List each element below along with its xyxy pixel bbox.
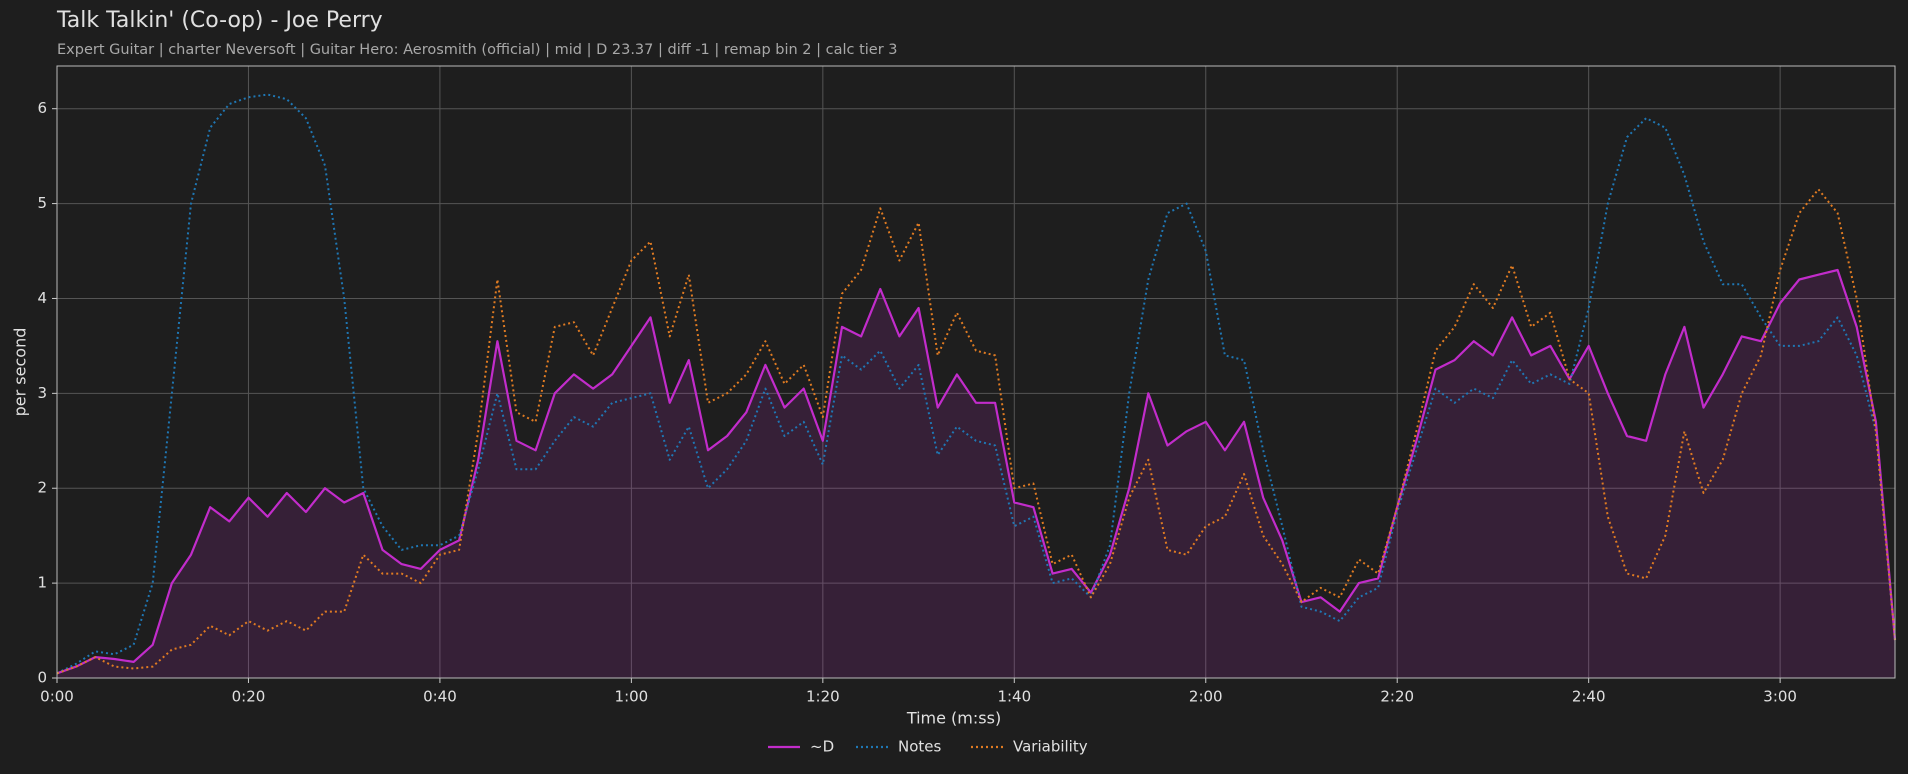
y-tick-label: 0 <box>37 669 47 687</box>
chart-title: Talk Talkin' (Co-op) - Joe Perry <box>56 8 383 33</box>
series-line <box>56 93 1896 675</box>
legend-label: ~D <box>810 738 834 756</box>
x-tick-label: 1:20 <box>806 688 840 706</box>
y-tick-label: 6 <box>37 99 47 117</box>
x-tick-label: 0:20 <box>232 688 266 706</box>
series-line <box>56 188 1896 675</box>
x-tick-label: 3:00 <box>1763 688 1797 706</box>
y-tick-label: 2 <box>37 479 47 497</box>
series-line <box>56 268 1897 675</box>
y-tick-label: 4 <box>37 289 47 307</box>
plot-frame <box>56 65 1896 679</box>
legend-label: Variability <box>1013 738 1088 756</box>
y-tick-label: 3 <box>37 384 47 402</box>
x-tick-label: 2:00 <box>1189 688 1223 706</box>
y-tick-label: 1 <box>37 574 47 592</box>
y-axis-label: per second <box>11 328 30 417</box>
chart-subtitle: Expert Guitar | charter Neversoft | Guit… <box>57 42 898 58</box>
x-axis-label: Time (m:ss) <box>906 709 1001 728</box>
x-tick-label: 0:00 <box>40 688 74 706</box>
x-tick-label: 0:40 <box>423 688 457 706</box>
y-tick-label: 5 <box>37 194 47 212</box>
x-tick-label: 1:40 <box>997 688 1031 706</box>
x-tick-label: 1:00 <box>615 688 649 706</box>
legend-label: Notes <box>898 738 942 756</box>
x-tick-label: 2:20 <box>1380 688 1414 706</box>
x-tick-label: 2:40 <box>1572 688 1606 706</box>
